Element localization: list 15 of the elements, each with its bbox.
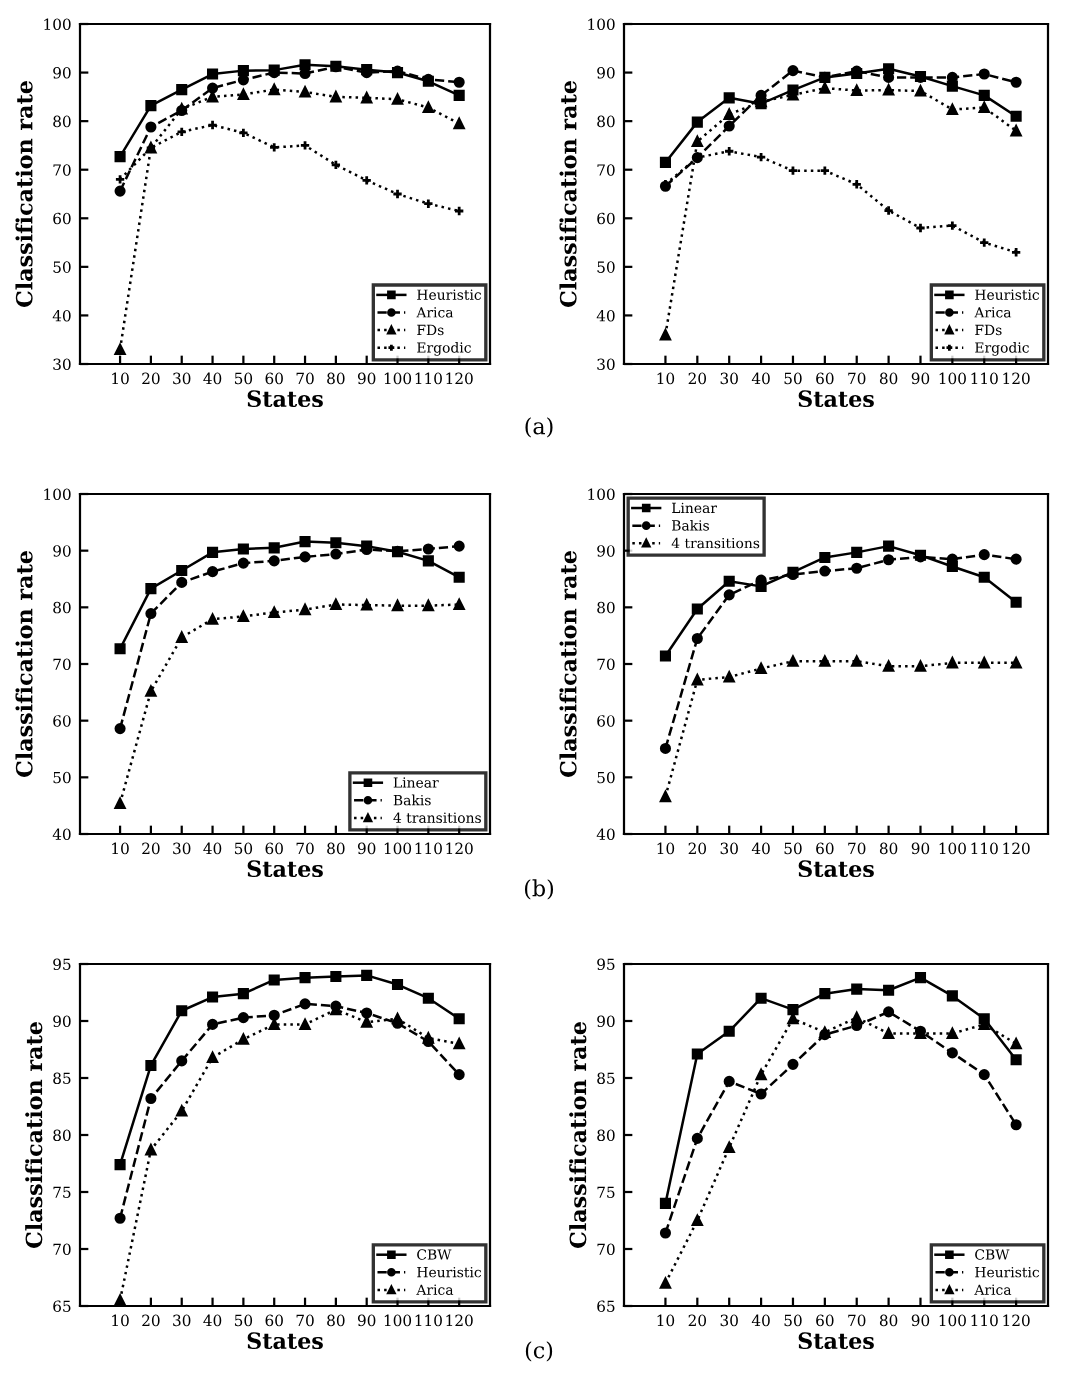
x-axis-title: States: [247, 390, 323, 408]
x-axis-title: States: [798, 860, 874, 878]
x-axis-title: States: [798, 390, 874, 408]
y-axis-title: Classification rate: [15, 81, 33, 307]
y-axis-title: Classification rate: [569, 1022, 587, 1248]
y-axis-title: Classification rate: [25, 1022, 43, 1248]
y-axis-title: Classification rate: [559, 81, 577, 307]
text: (b): [524, 879, 554, 900]
x-axis-title: States: [247, 1332, 323, 1350]
y-axis-title: Classification rate: [15, 551, 33, 777]
x-axis-title: States: [798, 1332, 874, 1350]
x-axis-title: States: [247, 860, 323, 878]
text: (a): [525, 417, 553, 438]
text: (c): [525, 1341, 553, 1362]
y-axis-title: Classification rate: [559, 551, 577, 777]
